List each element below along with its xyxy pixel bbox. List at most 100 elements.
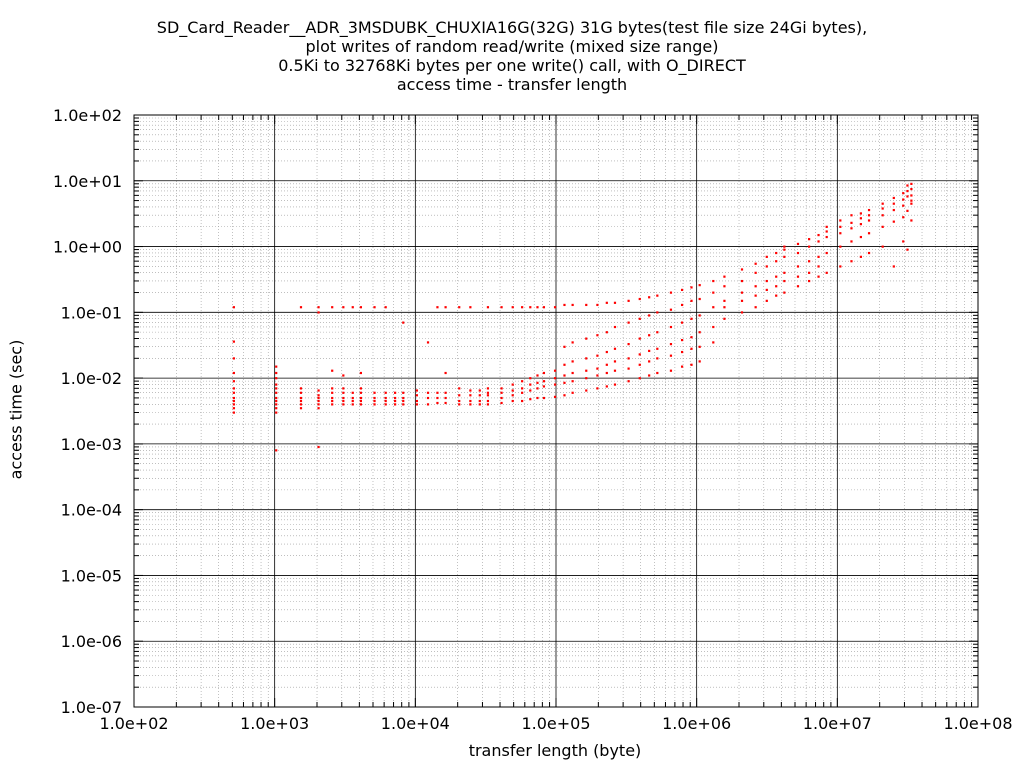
data-point bbox=[500, 387, 503, 390]
data-point bbox=[796, 251, 800, 255]
data-point bbox=[232, 380, 235, 383]
data-point bbox=[500, 396, 503, 400]
data-point bbox=[275, 399, 278, 403]
data-point bbox=[351, 306, 354, 309]
data-point bbox=[867, 232, 871, 235]
data-point bbox=[648, 360, 651, 363]
data-point bbox=[906, 248, 909, 251]
data-point bbox=[359, 396, 363, 400]
data-point bbox=[529, 377, 532, 380]
data-point bbox=[458, 306, 461, 309]
data-point bbox=[232, 371, 235, 375]
data-point bbox=[850, 221, 853, 224]
data-point bbox=[317, 407, 320, 410]
data-point bbox=[867, 219, 871, 222]
data-point bbox=[393, 399, 397, 403]
data-point bbox=[656, 347, 659, 350]
data-point bbox=[859, 217, 862, 220]
data-point bbox=[638, 297, 641, 301]
y-tick-label: 1.0e-07 bbox=[61, 698, 122, 717]
data-point bbox=[553, 369, 557, 372]
data-point bbox=[656, 311, 659, 314]
data-point bbox=[299, 399, 303, 403]
data-point bbox=[892, 265, 895, 268]
data-point bbox=[740, 268, 744, 271]
data-point bbox=[892, 208, 895, 212]
data-point bbox=[458, 403, 461, 406]
data-point bbox=[765, 255, 768, 258]
data-point bbox=[331, 387, 334, 390]
data-point bbox=[384, 391, 387, 394]
x-tick-label: 1.0e+03 bbox=[240, 714, 309, 733]
data-point bbox=[775, 260, 778, 263]
data-point bbox=[613, 360, 617, 363]
data-point bbox=[444, 371, 447, 375]
data-point bbox=[817, 240, 820, 243]
y-tick-label: 1.0e-06 bbox=[61, 632, 122, 651]
data-point bbox=[415, 399, 418, 403]
data-point bbox=[511, 394, 514, 397]
data-point bbox=[415, 403, 418, 406]
data-point bbox=[902, 240, 905, 243]
data-point bbox=[571, 303, 574, 307]
data-point bbox=[712, 341, 715, 344]
data-point bbox=[317, 389, 320, 392]
data-point bbox=[723, 285, 726, 288]
data-point bbox=[656, 331, 659, 334]
data-point bbox=[331, 396, 334, 400]
data-point bbox=[536, 381, 539, 384]
data-point bbox=[765, 265, 768, 268]
data-point bbox=[906, 189, 909, 193]
data-point bbox=[796, 275, 800, 278]
data-point bbox=[669, 369, 673, 372]
data-point bbox=[690, 336, 693, 339]
data-point bbox=[384, 403, 387, 406]
data-point bbox=[511, 383, 514, 386]
data-point bbox=[478, 394, 481, 397]
data-point bbox=[275, 383, 278, 386]
data-point bbox=[542, 385, 546, 388]
data-point bbox=[910, 182, 913, 185]
data-point bbox=[680, 288, 684, 292]
data-point bbox=[596, 354, 599, 357]
data-point bbox=[521, 387, 524, 390]
data-point bbox=[393, 396, 397, 400]
data-point bbox=[529, 306, 532, 309]
data-point bbox=[825, 225, 828, 228]
data-point bbox=[486, 399, 490, 403]
x-tick-label: 1.0e+07 bbox=[803, 714, 872, 733]
data-point bbox=[529, 389, 532, 392]
data-point bbox=[521, 399, 524, 403]
data-point bbox=[373, 399, 376, 403]
data-point bbox=[500, 391, 503, 394]
data-point bbox=[881, 202, 884, 205]
data-point bbox=[511, 399, 514, 403]
data-point bbox=[723, 317, 726, 320]
data-point bbox=[232, 399, 235, 403]
chart-title-line-2: plot writes of random read/write (mixed … bbox=[305, 37, 719, 56]
grid-major-lines bbox=[134, 115, 978, 707]
data-point bbox=[563, 394, 566, 397]
data-point bbox=[342, 403, 345, 406]
data-point bbox=[275, 407, 278, 410]
data-point bbox=[825, 251, 828, 255]
data-point bbox=[596, 374, 599, 377]
axis-ticks bbox=[133, 114, 979, 708]
data-point bbox=[910, 187, 913, 191]
data-point bbox=[839, 232, 842, 235]
data-point bbox=[402, 403, 405, 406]
data-point bbox=[317, 394, 320, 397]
data-point bbox=[444, 396, 447, 400]
data-point bbox=[553, 395, 557, 398]
data-point bbox=[796, 265, 800, 268]
data-point bbox=[342, 391, 345, 394]
data-point bbox=[529, 383, 532, 386]
data-point bbox=[754, 285, 757, 288]
y-tick-label: 1.0e-02 bbox=[61, 369, 122, 388]
y-tick-label: 1.0e-04 bbox=[61, 501, 122, 520]
data-point bbox=[783, 255, 786, 258]
data-point bbox=[402, 396, 405, 400]
data-point bbox=[740, 299, 744, 302]
y-tick-label: 1.0e+01 bbox=[53, 172, 122, 191]
data-point bbox=[669, 325, 673, 329]
